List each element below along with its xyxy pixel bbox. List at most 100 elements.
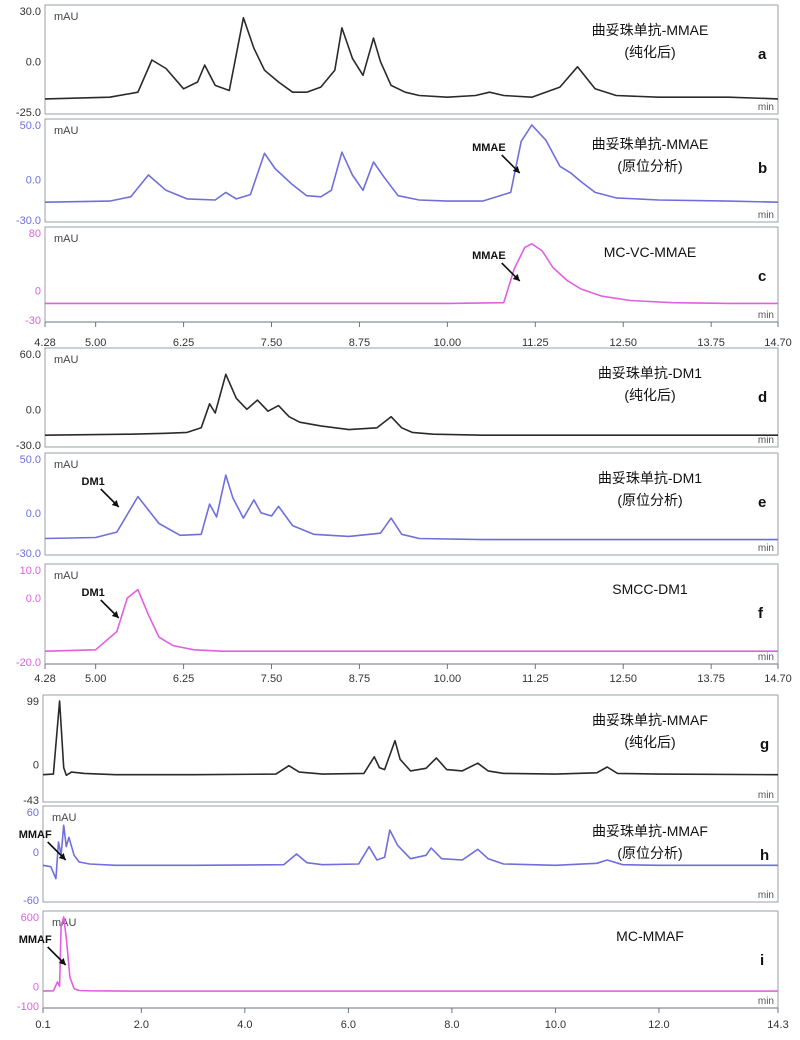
- y-tick-label: 60.0: [20, 349, 41, 361]
- x-tick-label: 8.0: [444, 1019, 459, 1031]
- y-tick-label: -30.0: [16, 548, 41, 560]
- panel-letter-b: b: [758, 160, 767, 177]
- panel-frame-a: [44, 4, 779, 115]
- x-tick-label: 14.3: [767, 1019, 788, 1031]
- y-tick-label: 0: [33, 847, 39, 859]
- panel-h: 60 0 -60 mAU min 曲妥珠单抗-MMAF (原位分析) h MMAF: [19, 805, 779, 907]
- x-tick-label: 5.00: [85, 673, 106, 685]
- y-tick-label: -20.0: [16, 657, 41, 669]
- y-unit-label: mAU: [54, 570, 79, 582]
- panel-letter-f: f: [758, 605, 764, 622]
- y-unit-label: mAU: [54, 354, 79, 366]
- panel-e: 50.0 0.0 -30.0 mAU min 曲妥珠单抗-DM1 (原位分析) e DM1: [16, 452, 779, 560]
- annotation-arrow-head: [58, 958, 66, 965]
- series-line-d: [44, 373, 778, 436]
- x-unit-label: min: [758, 890, 774, 901]
- y-tick-label: -30.0: [16, 440, 41, 452]
- x-tick-label: 7.50: [261, 337, 282, 349]
- x-unit-label: min: [758, 996, 774, 1007]
- panel-title-line: (纯化后): [624, 44, 675, 60]
- x-unit-label: min: [758, 652, 774, 663]
- x-tick-label: 14.70: [764, 673, 792, 685]
- panel-title-line: (纯化后): [624, 387, 675, 403]
- y-tick-label: 50.0: [20, 454, 41, 466]
- x-tick-label: 14.70: [764, 337, 792, 349]
- x-tick-label: 8.75: [349, 673, 370, 685]
- panel-letter-a: a: [758, 46, 767, 63]
- x-unit-label: min: [758, 543, 774, 554]
- annotation-label: MMAE: [472, 250, 506, 262]
- x-tick-label: 4.0: [237, 1019, 252, 1031]
- x-tick-label: 13.75: [697, 337, 725, 349]
- x-tick-label: 11.25: [522, 673, 549, 685]
- y-tick-label: -30.0: [16, 215, 41, 227]
- panel-frame-b: [44, 118, 779, 223]
- series-line-c: [45, 243, 778, 305]
- y-tick-label: -25.0: [16, 107, 41, 119]
- x-unit-label: min: [758, 310, 774, 321]
- x-tick-label: 12.50: [609, 673, 637, 685]
- panel-letter-e: e: [758, 494, 766, 511]
- x-tick-label: 10.00: [434, 673, 462, 685]
- x-tick-label: 2.0: [134, 1019, 149, 1031]
- panel-frame-i: [42, 910, 779, 1009]
- annotation-arrow-head: [111, 500, 119, 507]
- panel-title-line: MC-MMAF: [616, 928, 684, 944]
- y-unit-label: mAU: [54, 233, 79, 245]
- series-line-i: [42, 916, 778, 992]
- panel-a: 30.0 0.0 -25.0 mAU min 曲妥珠单抗-MMAE (纯化后) a: [16, 4, 779, 119]
- x-tick-label: 6.0: [341, 1019, 356, 1031]
- annotation-arrow-head: [512, 166, 520, 173]
- panel-letter-g: g: [760, 736, 769, 753]
- panel-title-line: (原位分析): [617, 845, 682, 861]
- x-unit-label: min: [758, 102, 774, 113]
- panel-title-line: (原位分析): [617, 492, 682, 508]
- panel-letter-d: d: [758, 389, 767, 406]
- annotation-label: DM1: [82, 587, 105, 599]
- x-unit-label: min: [758, 790, 774, 801]
- panel-frame-f: [44, 563, 779, 665]
- x-unit-label: min: [758, 210, 774, 221]
- y-unit-label: mAU: [54, 11, 79, 23]
- y-tick-label: 80: [29, 228, 41, 240]
- panel-d: 60.0 0.0 -30.0 mAU min 曲妥珠单抗-DM1 (纯化后) d: [16, 347, 779, 452]
- annotation-arrow-head: [58, 853, 66, 860]
- y-tick-label: 0.0: [26, 593, 41, 605]
- y-tick-label: 0.0: [26, 404, 41, 416]
- panel-b: 50.0 0.0 -30.0 mAU min 曲妥珠单抗-MMAE (原位分析) b MMAE: [16, 118, 779, 227]
- panel-title-line: 曲妥珠单抗-MMAF: [592, 712, 708, 728]
- panel-letter-i: i: [760, 952, 764, 969]
- x-tick-label: 4.28: [34, 673, 55, 685]
- y-tick-label: 0: [33, 759, 39, 771]
- series-line-b: [44, 124, 779, 203]
- panel-title-line: (纯化后): [624, 734, 675, 750]
- series-line-f: [44, 588, 778, 652]
- y-tick-label: 60: [27, 807, 39, 819]
- annotation-arrow-head: [111, 611, 119, 618]
- panel-frame-e: [44, 452, 779, 556]
- x-tick-label: 5.00: [85, 337, 106, 349]
- panel-title-line: 曲妥珠单抗-MMAE: [592, 136, 709, 152]
- x-tick-label: 10.0: [545, 1019, 566, 1031]
- panel-f: 10.0 0.0 -20.0 mAU min SMCC-DM1 f DM1: [16, 563, 779, 669]
- panel-title-line: 曲妥珠单抗-DM1: [598, 470, 702, 486]
- panel-title-line: 曲妥珠单抗-MMAE: [592, 22, 709, 38]
- panel-title-line: (原位分析): [617, 158, 682, 174]
- series-line-a: [44, 17, 779, 100]
- annotation-label: MMAF: [19, 934, 52, 946]
- y-unit-label: mAU: [54, 459, 79, 471]
- x-tick-label: 0.1: [35, 1019, 50, 1031]
- panel-frame-g: [42, 694, 779, 803]
- y-tick-label: 10.0: [20, 565, 41, 577]
- panel-frame-d: [44, 347, 779, 448]
- y-tick-label: -100: [17, 1001, 39, 1013]
- y-tick-label: -43: [23, 795, 39, 807]
- panel-title-line: MC-VC-MMAE: [604, 244, 697, 260]
- panel-frame-c: [44, 226, 779, 323]
- y-tick-label: 0: [35, 285, 41, 297]
- x-tick-label: 12.0: [648, 1019, 669, 1031]
- panel-g: 99 0 -43 min 曲妥珠单抗-MMAF (纯化后) g: [23, 694, 779, 807]
- x-tick-label: 7.50: [261, 673, 282, 685]
